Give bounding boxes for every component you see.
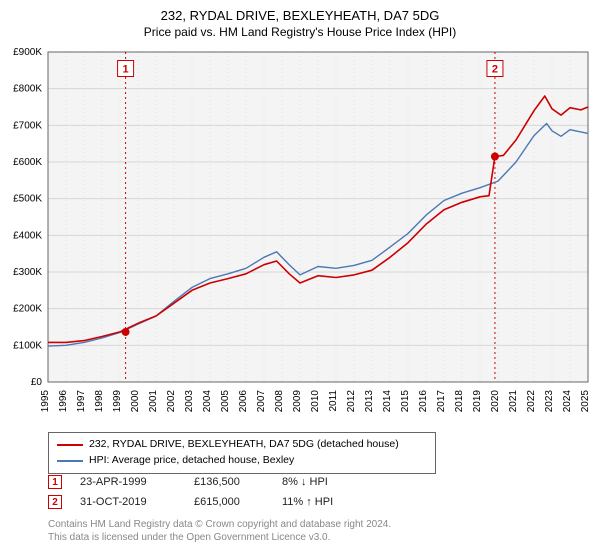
transaction-row: 2 31-OCT-2019 £615,000 11% ↑ HPI bbox=[48, 492, 372, 512]
line-chart: £0£100K£200K£300K£400K£500K£600K£700K£80… bbox=[48, 52, 588, 382]
attribution: Contains HM Land Registry data © Crown c… bbox=[48, 518, 391, 544]
transaction-pct: 11% ↑ HPI bbox=[282, 496, 372, 508]
svg-text:2003: 2003 bbox=[184, 390, 195, 413]
svg-text:2017: 2017 bbox=[436, 390, 447, 413]
svg-text:2004: 2004 bbox=[202, 390, 213, 413]
svg-text:2024: 2024 bbox=[562, 390, 573, 413]
svg-text:2022: 2022 bbox=[526, 390, 537, 413]
legend-swatch bbox=[57, 444, 83, 446]
svg-text:2023: 2023 bbox=[544, 390, 555, 413]
svg-text:2014: 2014 bbox=[382, 390, 393, 413]
svg-text:1: 1 bbox=[123, 64, 129, 76]
legend: 232, RYDAL DRIVE, BEXLEYHEATH, DA7 5DG (… bbox=[48, 432, 436, 474]
svg-text:£300K: £300K bbox=[13, 267, 42, 278]
svg-text:2018: 2018 bbox=[454, 390, 465, 413]
transaction-price: £136,500 bbox=[194, 476, 264, 488]
transaction-pct: 8% ↓ HPI bbox=[282, 476, 372, 488]
legend-swatch bbox=[57, 460, 83, 462]
svg-text:2002: 2002 bbox=[166, 390, 177, 413]
chart-title: 232, RYDAL DRIVE, BEXLEYHEATH, DA7 5DG bbox=[0, 8, 600, 23]
svg-text:£600K: £600K bbox=[13, 157, 42, 168]
svg-text:2016: 2016 bbox=[418, 390, 429, 413]
chart-subtitle: Price paid vs. HM Land Registry's House … bbox=[0, 25, 600, 39]
transactions-table: 1 23-APR-1999 £136,500 8% ↓ HPI 2 31-OCT… bbox=[48, 472, 372, 512]
attribution-line: This data is licensed under the Open Gov… bbox=[48, 531, 391, 544]
svg-text:£200K: £200K bbox=[13, 304, 42, 315]
svg-text:£800K: £800K bbox=[13, 84, 42, 95]
svg-text:2019: 2019 bbox=[472, 390, 483, 413]
svg-text:2001: 2001 bbox=[148, 390, 159, 413]
transaction-row: 1 23-APR-1999 £136,500 8% ↓ HPI bbox=[48, 472, 372, 492]
chart-container: 232, RYDAL DRIVE, BEXLEYHEATH, DA7 5DG P… bbox=[0, 0, 600, 560]
svg-text:1995: 1995 bbox=[40, 390, 51, 413]
svg-text:2025: 2025 bbox=[580, 390, 591, 413]
transaction-price: £615,000 bbox=[194, 496, 264, 508]
marker-badge: 1 bbox=[48, 475, 62, 489]
svg-text:2005: 2005 bbox=[220, 390, 231, 413]
svg-text:2007: 2007 bbox=[256, 390, 267, 413]
svg-text:2009: 2009 bbox=[292, 390, 303, 413]
svg-text:£900K: £900K bbox=[13, 47, 42, 58]
legend-item-hpi: HPI: Average price, detached house, Bexl… bbox=[57, 453, 427, 469]
marker-badge: 2 bbox=[48, 495, 62, 509]
legend-label: 232, RYDAL DRIVE, BEXLEYHEATH, DA7 5DG (… bbox=[89, 437, 399, 453]
transaction-date: 31-OCT-2019 bbox=[80, 496, 176, 508]
svg-text:2: 2 bbox=[492, 64, 498, 76]
svg-text:1997: 1997 bbox=[76, 390, 87, 413]
svg-text:2006: 2006 bbox=[238, 390, 249, 413]
svg-text:1996: 1996 bbox=[58, 390, 69, 413]
svg-text:2020: 2020 bbox=[490, 390, 501, 413]
chart-area: £0£100K£200K£300K£400K£500K£600K£700K£80… bbox=[48, 52, 588, 382]
svg-text:2008: 2008 bbox=[274, 390, 285, 413]
svg-text:£700K: £700K bbox=[13, 120, 42, 131]
legend-label: HPI: Average price, detached house, Bexl… bbox=[89, 453, 294, 469]
legend-item-property: 232, RYDAL DRIVE, BEXLEYHEATH, DA7 5DG (… bbox=[57, 437, 427, 453]
svg-text:2011: 2011 bbox=[328, 390, 339, 412]
svg-text:£500K: £500K bbox=[13, 194, 42, 205]
svg-text:2000: 2000 bbox=[130, 390, 141, 413]
svg-text:2013: 2013 bbox=[364, 390, 375, 413]
svg-text:1999: 1999 bbox=[112, 390, 123, 413]
title-block: 232, RYDAL DRIVE, BEXLEYHEATH, DA7 5DG P… bbox=[0, 0, 600, 39]
attribution-line: Contains HM Land Registry data © Crown c… bbox=[48, 518, 391, 531]
svg-text:2010: 2010 bbox=[310, 390, 321, 413]
svg-text:1998: 1998 bbox=[94, 390, 105, 413]
svg-text:2015: 2015 bbox=[400, 390, 411, 413]
transaction-date: 23-APR-1999 bbox=[80, 476, 176, 488]
svg-text:£0: £0 bbox=[31, 377, 43, 388]
svg-text:2021: 2021 bbox=[508, 390, 519, 413]
svg-text:£100K: £100K bbox=[13, 340, 42, 351]
svg-text:£400K: £400K bbox=[13, 230, 42, 241]
svg-text:2012: 2012 bbox=[346, 390, 357, 413]
